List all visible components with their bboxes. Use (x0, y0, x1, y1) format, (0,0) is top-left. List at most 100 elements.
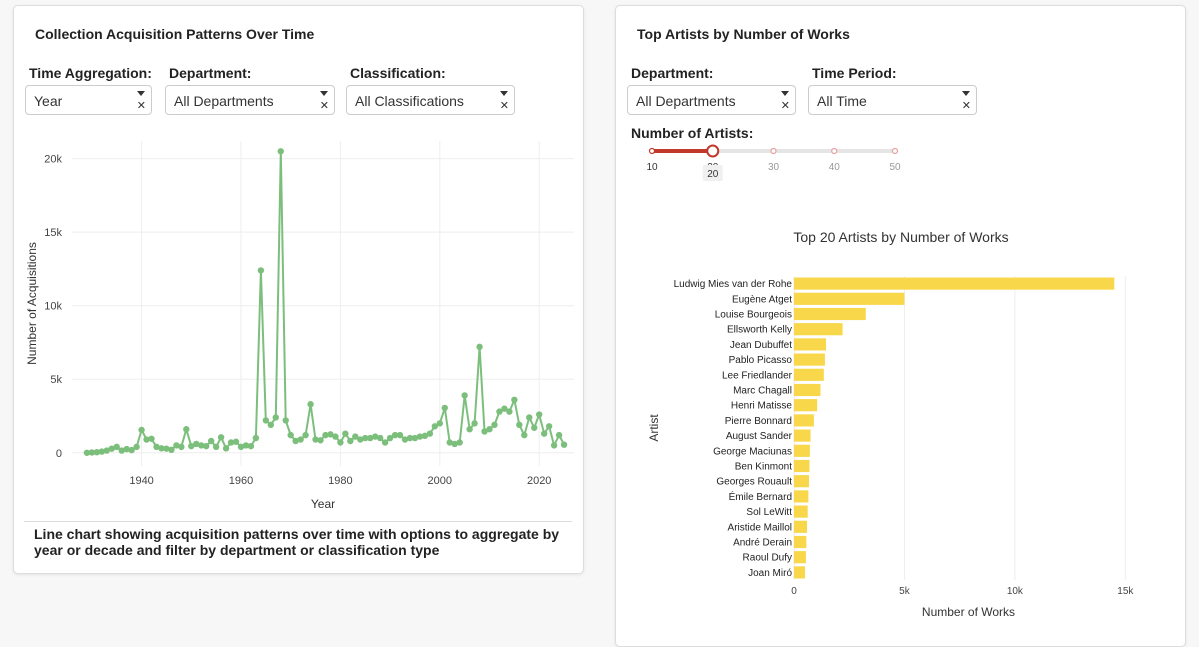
data-point[interactable] (193, 440, 200, 448)
bar[interactable] (794, 551, 806, 564)
data-point[interactable] (362, 434, 369, 442)
data-point[interactable] (560, 441, 568, 448)
data-point[interactable] (555, 431, 563, 439)
data-point[interactable] (188, 442, 195, 450)
data-point[interactable] (401, 436, 409, 443)
data-point[interactable] (411, 434, 419, 442)
data-point[interactable] (198, 442, 205, 449)
bar[interactable] (794, 490, 809, 503)
bar[interactable] (794, 307, 866, 321)
data-point[interactable] (357, 436, 364, 443)
bar[interactable] (794, 338, 827, 351)
data-point[interactable] (406, 434, 414, 442)
data-point[interactable] (272, 414, 279, 421)
data-point[interactable] (183, 426, 190, 433)
data-point[interactable] (476, 343, 483, 351)
data-point[interactable] (367, 434, 374, 442)
data-point[interactable] (202, 442, 210, 450)
data-point[interactable] (337, 439, 344, 446)
data-point[interactable] (257, 267, 265, 274)
top-artists-bar-chart[interactable]: Top 20 Artists by Number of Works 0 5k 10k 1… (616, 6, 1185, 636)
bar[interactable] (794, 368, 824, 381)
data-point[interactable] (262, 417, 270, 424)
num-artists-slider[interactable]: 102030405020 (616, 138, 936, 183)
data-point[interactable] (222, 445, 230, 452)
bar[interactable] (794, 353, 825, 366)
department-select[interactable]: All Departments ✕ (165, 85, 335, 115)
data-point[interactable] (118, 447, 125, 454)
bar[interactable] (794, 277, 1115, 290)
acquisition-line-chart[interactable]: 1940 1960 1980 2000 2020 0 5k 10k 15k 20k Year Numb… (14, 6, 583, 521)
data-point[interactable] (173, 442, 180, 449)
data-point[interactable] (282, 417, 289, 424)
data-point[interactable] (297, 436, 304, 443)
data-point[interactable] (381, 439, 389, 446)
data-point[interactable] (287, 431, 294, 439)
data-point[interactable] (317, 437, 324, 444)
data-point[interactable] (496, 408, 503, 415)
bar[interactable] (794, 566, 806, 579)
chevron-down-icon[interactable] (500, 91, 508, 96)
bar[interactable] (794, 399, 818, 412)
data-point[interactable] (461, 392, 468, 399)
data-point[interactable] (471, 420, 478, 427)
bar[interactable] (794, 505, 808, 518)
data-point[interactable] (516, 421, 523, 429)
data-point[interactable] (352, 433, 359, 440)
data-point[interactable] (163, 445, 170, 452)
data-point[interactable] (158, 445, 165, 452)
data-point[interactable] (531, 424, 538, 431)
data-point[interactable] (481, 428, 488, 435)
bar[interactable] (794, 323, 843, 336)
data-point[interactable] (302, 431, 309, 439)
data-point[interactable] (416, 433, 424, 440)
data-point[interactable] (292, 437, 299, 445)
data-point[interactable] (113, 443, 120, 451)
data-point[interactable] (212, 443, 220, 451)
bar[interactable] (794, 383, 821, 397)
data-point[interactable] (138, 426, 145, 434)
data-point[interactable] (456, 439, 463, 446)
bar[interactable] (794, 444, 810, 457)
data-point[interactable] (128, 446, 135, 454)
data-point[interactable] (421, 432, 429, 440)
slider-handle[interactable] (706, 144, 720, 158)
data-point[interactable] (386, 434, 394, 442)
data-point[interactable] (148, 435, 155, 442)
data-point[interactable] (426, 430, 434, 437)
bar[interactable] (794, 292, 905, 305)
data-point[interactable] (312, 436, 319, 443)
data-point[interactable] (545, 423, 553, 430)
data-point[interactable] (521, 431, 528, 439)
data-point[interactable] (431, 423, 439, 430)
bar[interactable] (794, 520, 808, 533)
data-point[interactable] (506, 408, 513, 415)
data-point[interactable] (227, 439, 235, 446)
data-point[interactable] (93, 448, 101, 456)
data-point[interactable] (501, 405, 508, 412)
bar[interactable] (794, 429, 811, 442)
bar[interactable] (794, 475, 810, 488)
data-point[interactable] (486, 426, 493, 433)
chevron-down-icon[interactable] (137, 91, 145, 96)
data-point[interactable] (332, 433, 339, 440)
data-point[interactable] (550, 442, 558, 449)
data-point[interactable] (511, 396, 518, 404)
data-point[interactable] (247, 442, 255, 450)
data-point[interactable] (98, 448, 106, 455)
data-point[interactable] (103, 447, 110, 454)
classification-select[interactable]: All Classifications ✕ (346, 85, 515, 115)
data-point[interactable] (526, 414, 533, 421)
data-point[interactable] (540, 430, 548, 437)
data-point[interactable] (451, 440, 458, 448)
data-point[interactable] (242, 442, 250, 449)
data-point[interactable] (436, 420, 444, 427)
data-point[interactable] (168, 446, 175, 454)
data-point[interactable] (396, 431, 404, 439)
data-point[interactable] (143, 436, 150, 443)
data-point[interactable] (307, 401, 314, 408)
data-point[interactable] (108, 445, 115, 452)
data-point[interactable] (376, 434, 384, 442)
data-point[interactable] (371, 433, 379, 440)
data-point[interactable] (178, 443, 185, 451)
